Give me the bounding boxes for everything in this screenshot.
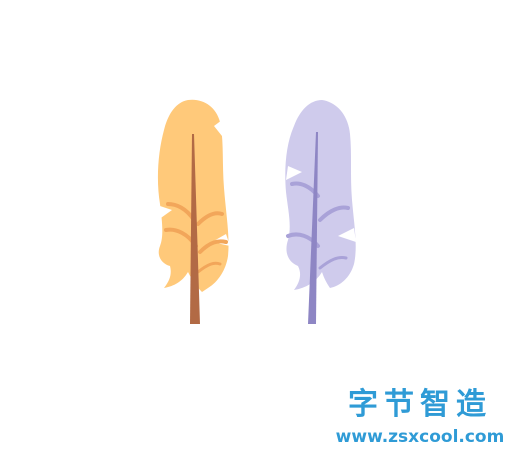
orange-feather-vein <box>196 211 224 226</box>
purple-feather-vein <box>318 205 350 222</box>
orange-feather-icon <box>157 99 230 324</box>
orange-feather-shaft <box>190 134 200 324</box>
purple-feather-icon <box>285 100 356 324</box>
orange-feather-notch <box>214 120 222 136</box>
purple-feather-vein <box>318 256 348 270</box>
purple-feather-vane <box>285 100 356 290</box>
purple-feather-notch <box>286 166 302 180</box>
orange-feather-vein <box>196 261 222 274</box>
watermark-brand-text: 字节智造 <box>348 387 492 422</box>
orange-feather-vein <box>198 239 228 254</box>
purple-feather-shaft <box>308 132 318 324</box>
watermark-url-text: www.zsxcool.com <box>336 427 505 447</box>
watermark-logo: 字节智造 www.zsxcool.com <box>336 387 505 447</box>
orange-feather-notch <box>158 206 172 220</box>
purple-feather-notch <box>338 228 356 242</box>
